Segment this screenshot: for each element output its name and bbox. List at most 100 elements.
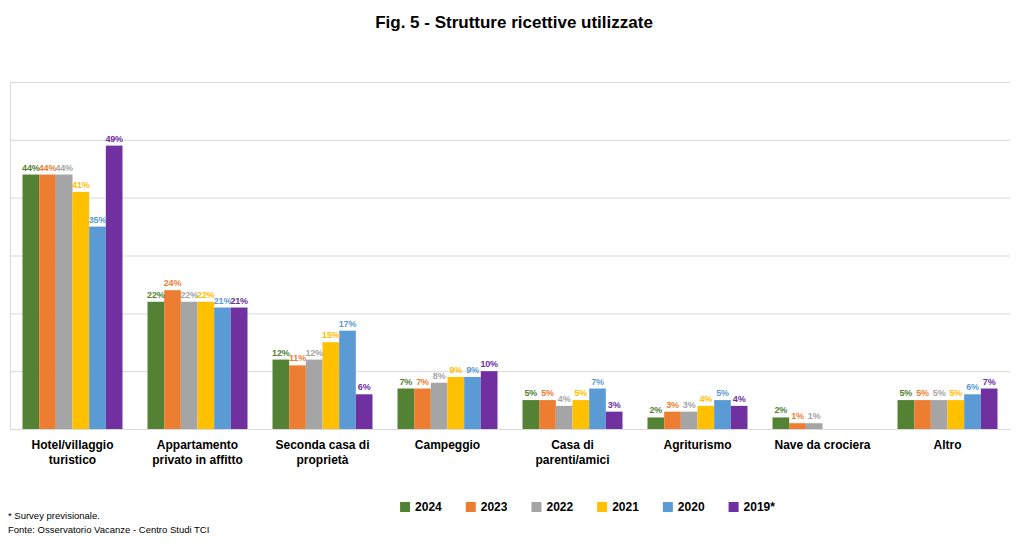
legend-item: 2022	[531, 500, 573, 514]
x-axis: Hotel/villaggioturisticoAppartamentopriv…	[11, 429, 1011, 467]
bar	[106, 146, 123, 429]
legend-item: 2021	[597, 500, 639, 514]
x-tick-label: Nave da crociera	[774, 438, 870, 452]
grid-line	[10, 82, 1010, 83]
data-label: 44%	[55, 163, 73, 173]
data-label: 12%	[305, 348, 323, 358]
y-tick	[10, 256, 1010, 257]
bar	[898, 400, 915, 429]
bar	[731, 406, 748, 429]
legend-swatch	[597, 502, 607, 512]
data-label: 7%	[416, 377, 429, 387]
x-tick: Seconda casa diproprietà	[275, 429, 369, 467]
data-label: 22%	[180, 290, 198, 300]
x-tick-label: Seconda casa diproprietà	[275, 438, 369, 466]
data-label: 21%	[230, 296, 248, 306]
bar	[23, 175, 40, 429]
bar	[556, 406, 573, 429]
data-label: 21%	[214, 296, 232, 306]
data-label: 22%	[197, 290, 215, 300]
bars	[23, 146, 998, 429]
legend-item: 2023	[466, 500, 508, 514]
x-tick: Altro	[934, 429, 962, 452]
data-label: 11%	[289, 353, 306, 363]
x-tick: Nave da crociera	[774, 429, 870, 452]
legend-label: 2021	[612, 500, 639, 514]
chart: Fig. 5 - Strutture ricettive utilizzate 4…	[0, 0, 1024, 550]
series-bars	[73, 192, 965, 429]
title: Fig. 5 - Strutture ricettive utilizzate	[375, 13, 653, 32]
legend-label: 2020	[678, 500, 705, 514]
data-label: 9%	[450, 365, 463, 375]
data-label: 17%	[339, 319, 357, 329]
data-label: 6%	[358, 382, 371, 392]
series-bars	[39, 175, 931, 429]
data-label: 4%	[558, 394, 571, 404]
bar	[539, 400, 556, 429]
bar	[698, 406, 715, 429]
legend-label: 2023	[481, 500, 508, 514]
bar	[148, 302, 165, 429]
legend-swatch	[466, 502, 476, 512]
series-bars	[56, 175, 948, 429]
data-label: 15%	[322, 330, 340, 340]
bar	[773, 417, 790, 429]
bar	[648, 417, 665, 429]
x-tick: Casa diparenti/amici	[535, 429, 609, 467]
bar	[789, 423, 806, 429]
series-bars	[106, 146, 998, 429]
data-label: 24%	[164, 278, 182, 288]
bar	[714, 400, 731, 429]
bar	[448, 377, 465, 429]
legend-item: 2024	[400, 500, 442, 514]
bar	[89, 227, 106, 429]
x-tick-label: Campeggio	[415, 438, 480, 452]
data-label: 3%	[683, 400, 696, 410]
legend-label: 2019*	[744, 500, 776, 514]
data-label: 4%	[733, 394, 746, 404]
x-tick: Agriturismo	[663, 429, 731, 452]
data-label: 5%	[950, 388, 963, 398]
data-labels: 44%22%12%7%5%2%2%5%44%24%11%7%5%3%1%5%44…	[22, 134, 996, 422]
bar	[964, 394, 981, 429]
data-label: 12%	[272, 348, 290, 358]
bar	[589, 389, 606, 429]
bar	[981, 389, 998, 429]
data-label: 5%	[900, 388, 913, 398]
y-tick	[10, 429, 1010, 430]
bar	[289, 365, 306, 429]
data-label: 5%	[916, 388, 929, 398]
x-tick-label: Altro	[934, 438, 962, 452]
bar	[523, 400, 540, 429]
data-label: 5%	[525, 388, 538, 398]
x-tick: Campeggio	[415, 429, 480, 452]
legend-swatch	[729, 502, 739, 512]
y-tick	[10, 140, 1010, 141]
bar	[273, 360, 290, 429]
grid-line	[10, 140, 1010, 141]
bar	[681, 412, 698, 429]
data-label: 44%	[39, 163, 57, 173]
bar	[664, 412, 681, 429]
bar	[931, 400, 948, 429]
data-label: 5%	[541, 388, 554, 398]
bar	[231, 308, 248, 429]
data-label: 6%	[966, 382, 979, 392]
data-label: 7%	[591, 377, 604, 387]
data-label: 49%	[105, 134, 123, 144]
bar	[323, 342, 340, 429]
bar	[464, 377, 481, 429]
bar	[914, 400, 931, 429]
data-label: 5%	[575, 388, 588, 398]
bar	[431, 383, 448, 429]
bar	[306, 360, 323, 429]
bar	[356, 394, 373, 429]
bar	[948, 400, 965, 429]
x-tick: Hotel/villaggioturistico	[31, 429, 113, 467]
bar	[339, 331, 356, 429]
data-label: 5%	[716, 388, 729, 398]
bar	[198, 302, 215, 429]
bar	[606, 412, 623, 429]
legend-item: 2020	[663, 500, 705, 514]
bar	[73, 192, 90, 429]
